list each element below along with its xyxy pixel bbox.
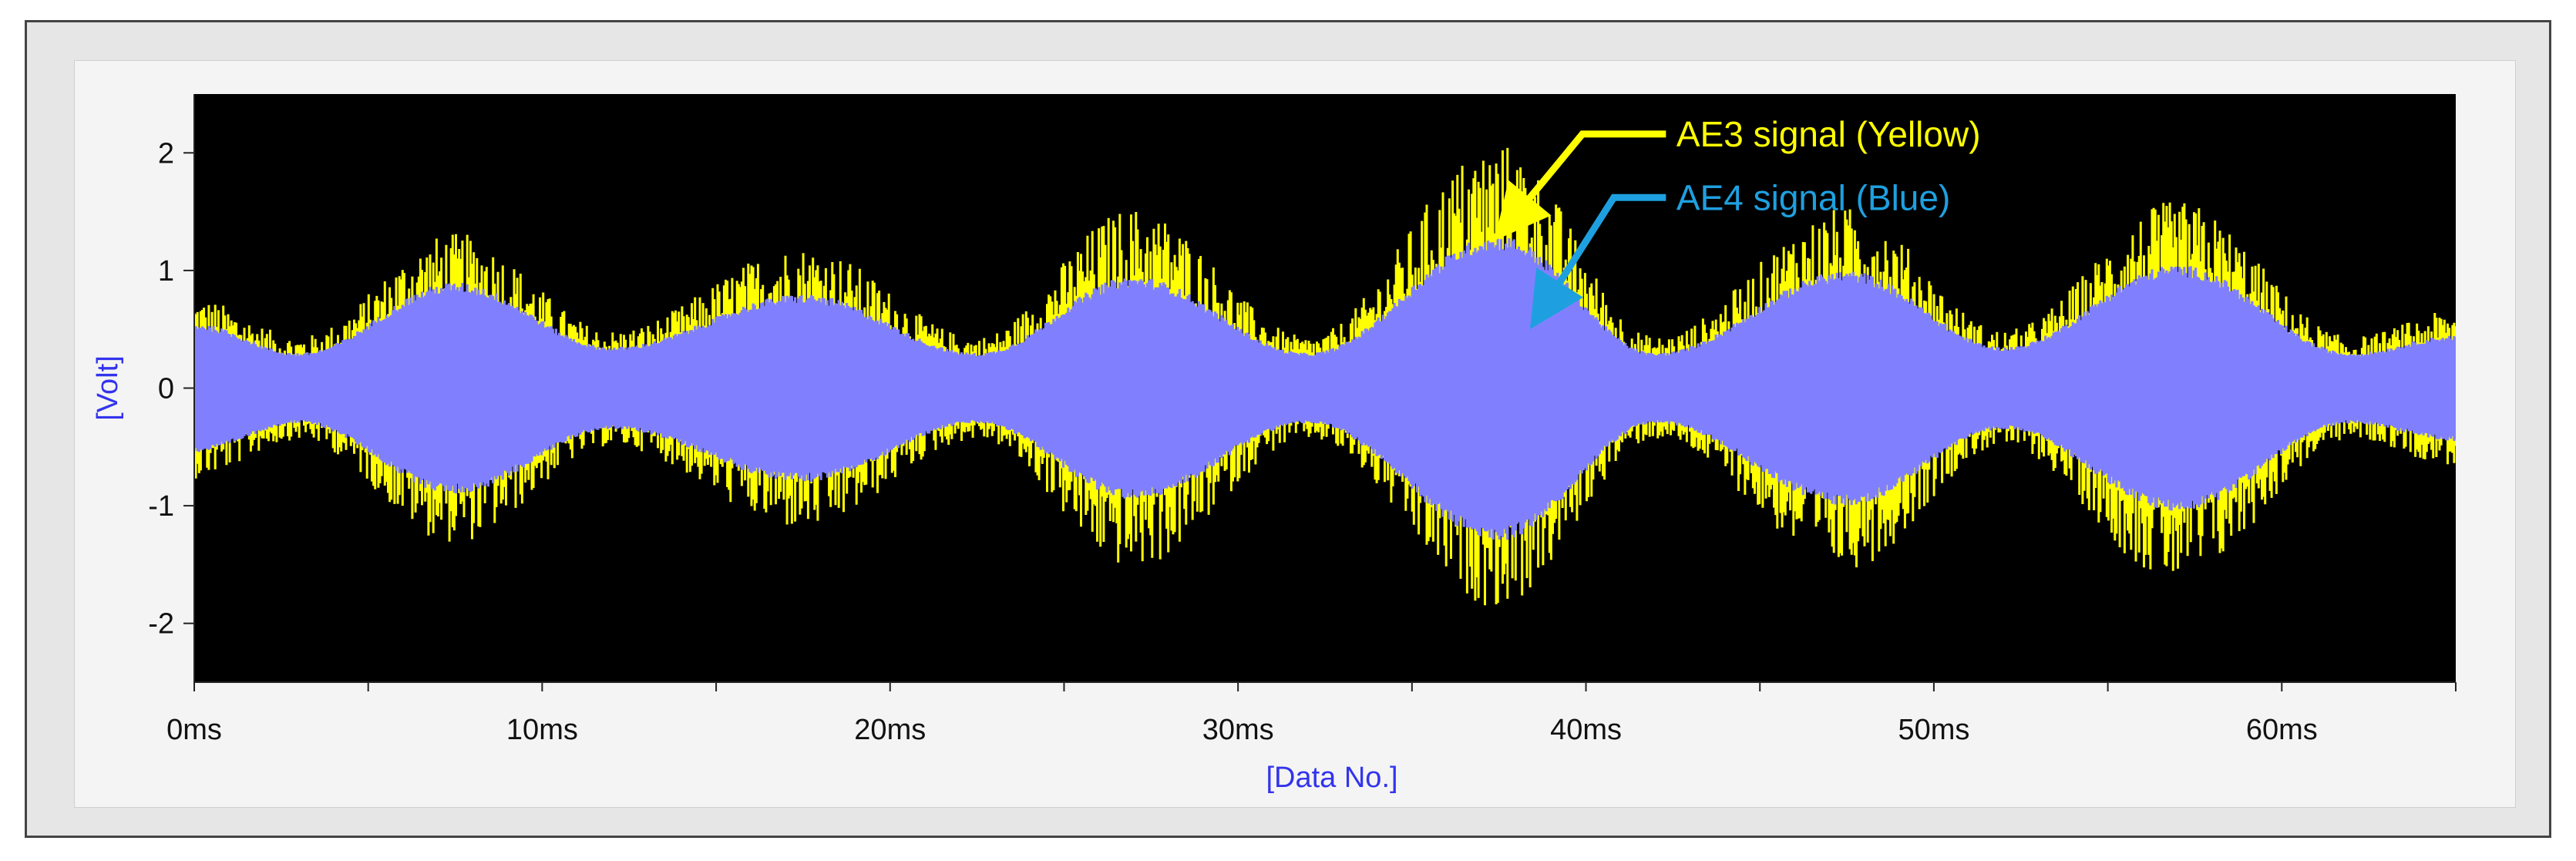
x-tick-label: 10ms <box>506 714 578 746</box>
ae3-annotation-arrow <box>1494 130 1666 241</box>
series-1-waveform <box>194 237 2456 540</box>
series-1-body <box>194 253 2456 523</box>
x-axis-label: [Data No.] <box>1266 762 1397 794</box>
ae3-annotation-label: AE3 signal (Yellow) <box>1676 114 1981 154</box>
x-tick-label: 40ms <box>1550 714 1622 746</box>
y-tick-label: 1 <box>158 255 174 288</box>
y-axis-label: [Volt] <box>92 355 124 421</box>
x-tick-label: 50ms <box>1898 714 1969 746</box>
y-tick-label: 2 <box>158 137 174 170</box>
x-tick-label: 30ms <box>1202 714 1274 746</box>
series-layer <box>194 147 2456 606</box>
axis-layer: 2 1 0 -1 -2 0ms 10ms 20ms 30ms 40ms 50ms 60ms <box>148 94 2457 746</box>
annotation-layer: AE3 signal (Yellow) AE4 signal (Blue) <box>1494 114 1981 330</box>
x-tick-label: 60ms <box>2246 714 2318 746</box>
y-tick-label: -1 <box>148 490 174 523</box>
ae4-annotation-label: AE4 signal (Blue) <box>1676 177 1950 217</box>
x-tick-label: 20ms <box>854 714 926 746</box>
x-tick-label: 0ms <box>166 714 222 746</box>
ae4-annotation-arrow <box>1530 193 1666 330</box>
y-tick-label: -2 <box>148 608 174 641</box>
y-tick-label: 0 <box>158 373 174 405</box>
